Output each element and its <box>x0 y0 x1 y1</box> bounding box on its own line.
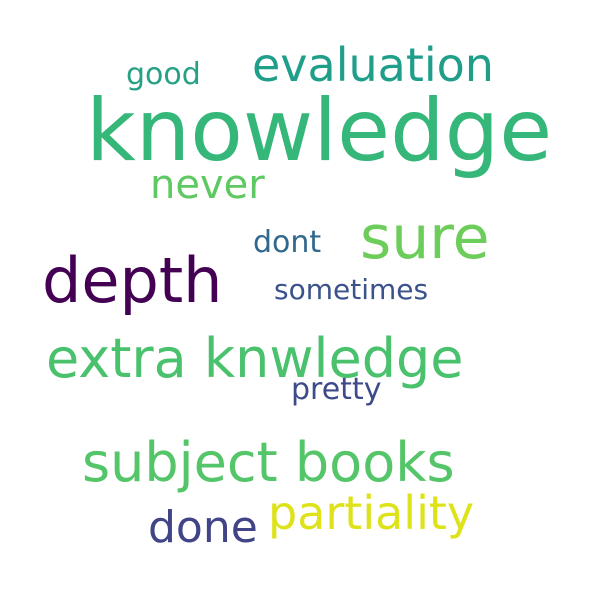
word-never: never <box>150 162 265 208</box>
word-evaluation: evaluation <box>252 38 494 92</box>
word-extra-knwledge: extra knwledge <box>46 327 464 390</box>
word-dont: dont <box>253 225 322 260</box>
word-done: done <box>148 502 258 553</box>
word-sure: sure <box>360 203 490 273</box>
word-subject-books: subject books <box>82 431 455 494</box>
word-sometimes: sometimes <box>274 273 429 306</box>
word-good: good <box>126 57 201 92</box>
word-partiality: partiality <box>268 486 475 540</box>
word-depth: depth <box>42 244 223 317</box>
word-pretty: pretty <box>291 372 382 407</box>
word-knowledge: knowledge <box>86 81 553 181</box>
